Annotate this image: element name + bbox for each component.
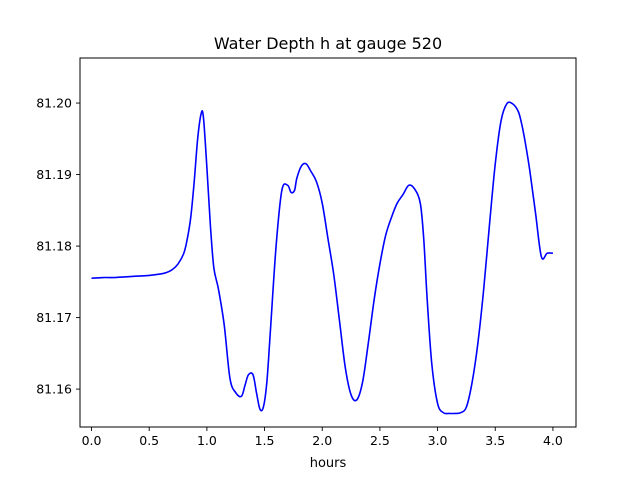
- x-tick-label: 3.0: [428, 433, 448, 448]
- chart-title: Water Depth h at gauge 520: [214, 34, 442, 53]
- x-tick-label: 2.0: [312, 433, 332, 448]
- y-tick-label: 81.17: [36, 310, 72, 325]
- x-tick-label: 0.0: [82, 433, 102, 448]
- x-axis-label: hours: [310, 456, 347, 471]
- series-line: [91, 101, 553, 415]
- y-tick-label: 81.16: [36, 382, 72, 397]
- x-tick-label: 1.0: [197, 433, 217, 448]
- x-tick-label: 2.5: [370, 433, 390, 448]
- x-tick-label: 4.0: [543, 433, 563, 448]
- x-tick-label: 3.5: [485, 433, 505, 448]
- x-tick-label: 0.5: [139, 433, 159, 448]
- x-tick-label: 1.5: [255, 433, 275, 448]
- y-tick-label: 81.19: [36, 167, 72, 182]
- y-tick-label: 81.18: [36, 239, 72, 254]
- plot-frame: [79, 57, 577, 428]
- y-axis: 81.16 81.17 81.18 81.19 81.20: [36, 96, 80, 397]
- y-tick-label: 81.20: [36, 96, 72, 111]
- x-axis: 0.0 0.5 1.0 1.5 2.0 2.5 3.0 3.5 4.0: [82, 427, 563, 448]
